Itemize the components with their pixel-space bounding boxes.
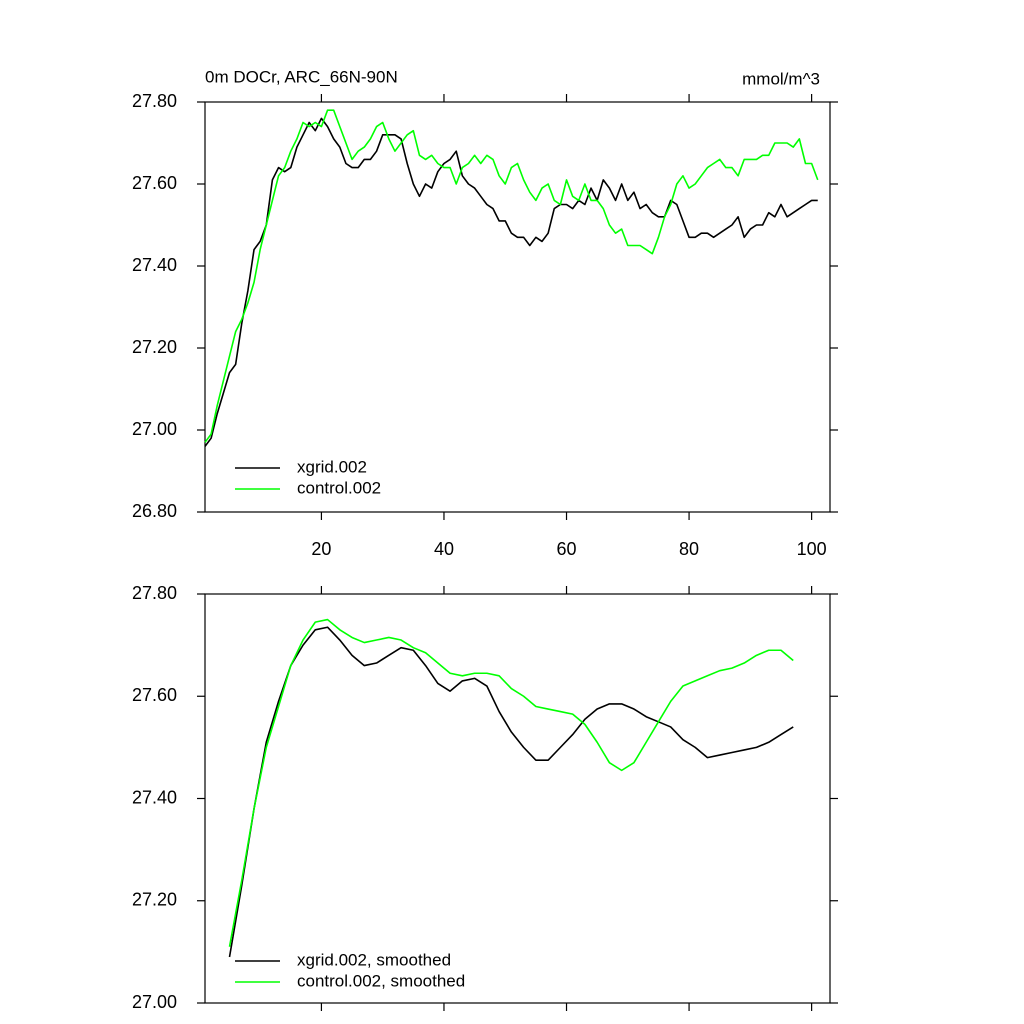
legend-label: control.002, smoothed [297,971,465,990]
legend-label: xgrid.002, smoothed [297,950,451,969]
x-tick-label: 60 [557,539,577,559]
units-label: mmol/m^3 [742,69,820,88]
y-tick-label: 27.40 [132,255,177,275]
y-tick-label: 26.80 [132,501,177,521]
plot-frame [204,593,831,1004]
y-tick-label: 27.00 [132,992,177,1012]
x-tick-label: 80 [679,539,699,559]
series-line [228,626,794,958]
panel: 26.80 27.00 27.20 27.40 27.60 27.80 20 40 60 80 10… [132,91,838,559]
x-tick-label: 20 [311,539,331,559]
y-tick-label: 27.20 [132,337,177,357]
y-tick-label: 27.80 [132,91,177,111]
series-line [204,117,818,447]
series-line [204,109,819,443]
y-tick-label: 27.40 [132,787,177,807]
chart-title: 0m DOCr, ARC_66N-90N [205,67,398,86]
legend-label: xgrid.002 [297,457,367,476]
y-tick-label: 27.00 [132,419,177,439]
panel: 27.00 27.20 27.40 27.60 27.80 xgrid.002, smoo… [132,583,838,1012]
plot-frame [204,101,831,513]
y-tick-label: 27.60 [132,173,177,193]
y-tick-label: 27.60 [132,685,177,705]
legend-label: control.002 [297,478,381,497]
x-tick-label: 40 [434,539,454,559]
series-line [228,618,794,947]
x-tick-label: 100 [797,539,827,559]
y-tick-label: 27.80 [132,583,177,603]
y-tick-label: 27.20 [132,890,177,910]
